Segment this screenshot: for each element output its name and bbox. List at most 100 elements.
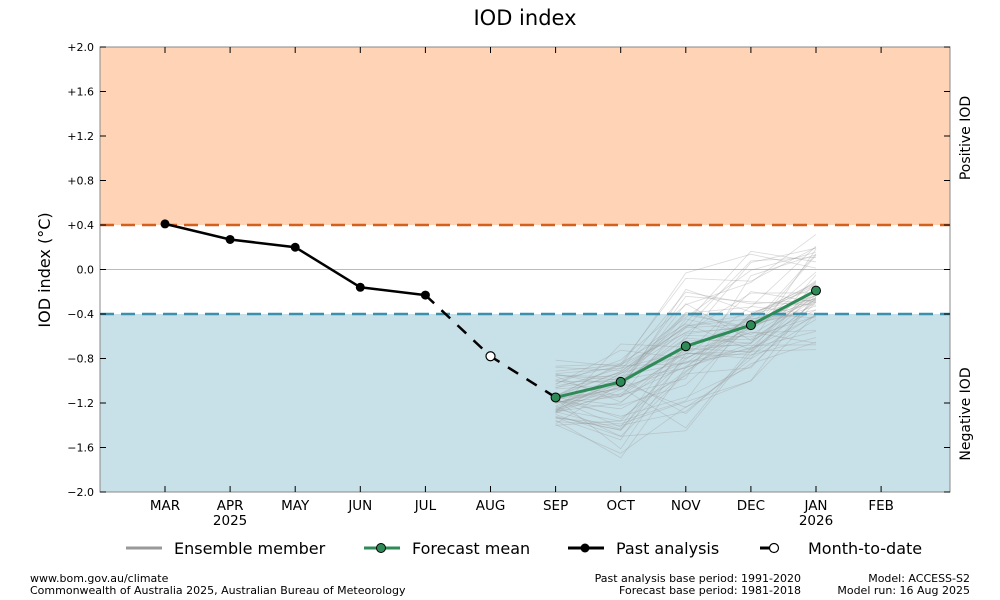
x-tick-label: APR [217,498,244,514]
ensemble-member-line [555,315,817,428]
y-tick-label: −2.0 [67,486,94,499]
ensemble-member-line [555,274,817,388]
past-analysis-line [164,222,426,297]
ensemble-member-line [555,296,817,403]
ensemble-member-line [555,297,817,425]
footer-copyright: Commonwealth of Australia 2025, Australi… [30,584,406,597]
legend-item: Month-to-date [760,539,922,558]
past-analysis-point [290,242,300,252]
x-tick-label: AUG [476,498,506,514]
past-analysis-point [355,282,365,292]
legend-item: Forecast mean [364,539,530,558]
ensemble-member-line [555,248,817,383]
ensemble-member-line [555,291,817,371]
legend-label: Past analysis [616,539,719,558]
legend-mtd-marker [768,542,780,554]
ensemble-member-line [555,312,817,407]
ensemble-member-line [555,301,817,417]
ensemble-member-line [555,313,817,454]
y-tick-label: −0.8 [67,353,94,366]
x-tick-label: MAY [281,498,310,514]
ensemble-member-line [555,291,817,410]
ensemble-member-line [555,313,817,415]
ensemble-member-line [555,291,817,409]
ensemble-member-line [555,341,817,414]
ensemble-member-line [555,298,817,441]
x-tick-label: DEC [737,498,765,514]
y-tick-label: +0.4 [67,219,94,232]
ensemble-member-line [555,246,817,381]
ensemble-member-line [555,289,817,459]
ensemble-member-line [555,301,817,398]
ensemble-member-line [555,281,817,381]
past-analysis-point [160,219,170,229]
y-tick-label: +1.6 [67,86,94,99]
ensemble-member-line [555,309,817,404]
y-tick-label: +1.2 [67,130,94,143]
x-tick-label: OCT [607,498,636,514]
positive-zone [100,47,950,225]
ensemble-member-line [555,299,817,404]
footer-left: www.bom.gov.au/climate Commonwealth of A… [30,573,405,597]
x-tick-label: NOV [671,498,701,514]
ensemble-member-line [555,256,817,374]
ensemble-members [555,234,817,459]
x-tick-label: JAN [803,498,827,514]
footer-website: www.bom.gov.au/climate [30,572,169,585]
ensemble-member-line [555,293,817,425]
x-tick-label: FEB [868,498,894,514]
y-tick-label: −1.2 [67,397,94,410]
legend-label: Ensemble member [174,539,326,558]
ensemble-member-line [555,290,817,420]
ensemble-member-line [555,319,817,426]
y-axis-label: IOD index (°C) [35,212,54,327]
negative-iod-label: Negative IOD [958,367,974,460]
chart-title: IOD index [473,6,576,30]
forecast-mean-point [745,320,756,331]
month-to-date-point [485,351,496,362]
footer-forecast-base: Forecast base period: 1981-2018 [619,584,801,597]
ensemble-member-line [555,349,817,437]
footer-past-base: Past analysis base period: 1991-2020 [594,572,801,585]
negative-zone [100,314,950,492]
ensemble-member-line [555,283,817,398]
year-label: 2026 [799,513,833,529]
ensemble-member-line [555,271,817,387]
ensemble-member-line [555,330,817,429]
ensemble-member-line [555,286,817,410]
y-tick-label: −0.4 [67,308,94,321]
footer-middle: Past analysis base period: 1991-2020 For… [595,573,801,597]
legend-item: Ensemble member [126,539,326,558]
ensemble-member-line [555,337,817,450]
ensemble-member-line [555,305,817,403]
x-tick-label: SEP [543,498,568,514]
ensemble-member-line [555,280,817,411]
ensemble-member-line [555,331,817,426]
y-tick-label: 0.0 [77,264,95,277]
legend-label: Month-to-date [808,539,922,558]
legend-forecast-marker [376,543,386,553]
forecast-mean-point [550,392,561,403]
y-tick-label: +0.8 [67,175,94,188]
ensemble-member-line [555,247,817,367]
ensemble-member-line [555,255,817,378]
legend-past-marker [580,543,590,553]
past-analysis-point [225,234,235,244]
ensemble-member-line [555,284,817,430]
ensemble-member-line [555,254,817,396]
ensemble-member-line [555,305,817,406]
ensemble-member-line [555,295,817,398]
ensemble-member-line [555,315,817,414]
legend-label: Forecast mean [412,539,530,558]
ensemble-member-line [555,250,817,397]
forecast-mean-point [615,376,626,387]
footer-model: Model: ACCESS-S2 [868,572,970,585]
legend-item: Past analysis [568,539,719,558]
ensemble-member-line [555,288,817,400]
footer-right: Model: ACCESS-S2 Model run: 16 Aug 2025 [837,573,970,597]
ensemble-member-line [555,303,817,388]
legend: Ensemble member Forecast mean Past analysi… [126,539,922,558]
ensemble-member-line [555,253,817,368]
ensemble-member-line [555,234,817,385]
